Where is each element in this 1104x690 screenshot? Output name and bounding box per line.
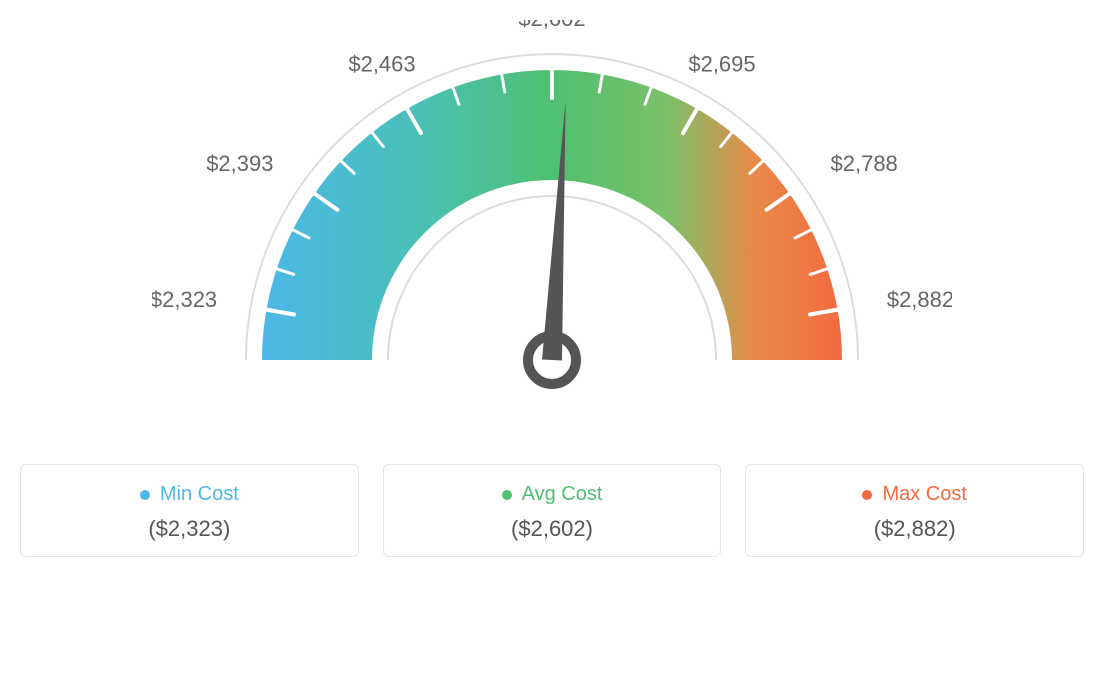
svg-text:$2,393: $2,393 xyxy=(206,151,273,176)
gauge-svg: $2,323 $2,393 $2,463 $2,602 $2,695 $2,788 $2,8… xyxy=(152,20,952,440)
svg-text:$2,695: $2,695 xyxy=(688,52,755,77)
max-cost-label-row: Max Cost xyxy=(746,483,1083,506)
svg-text:$2,602: $2,602 xyxy=(518,20,585,31)
avg-cost-label-row: Avg Cost xyxy=(384,483,721,506)
gauge-chart: $2,323 $2,393 $2,463 $2,602 $2,695 $2,788 $2,8… xyxy=(20,20,1084,440)
max-cost-value: ($2,882) xyxy=(746,516,1083,542)
min-cost-label: Min Cost xyxy=(160,483,239,506)
svg-text:$2,788: $2,788 xyxy=(831,151,898,176)
summary-cards: Min Cost ($2,323) Avg Cost ($2,602) Max … xyxy=(20,464,1084,557)
svg-text:$2,882: $2,882 xyxy=(887,287,952,312)
svg-text:$2,323: $2,323 xyxy=(152,287,217,312)
min-cost-card: Min Cost ($2,323) xyxy=(20,464,359,557)
avg-cost-value: ($2,602) xyxy=(384,516,721,542)
min-cost-label-row: Min Cost xyxy=(21,483,358,506)
avg-cost-card: Avg Cost ($2,602) xyxy=(383,464,722,557)
cost-gauge-widget: $2,323 $2,393 $2,463 $2,602 $2,695 $2,788 $2,8… xyxy=(20,20,1084,557)
svg-text:$2,463: $2,463 xyxy=(348,52,415,77)
max-dot-icon xyxy=(862,490,872,500)
avg-dot-icon xyxy=(502,490,512,500)
avg-cost-label: Avg Cost xyxy=(522,483,603,506)
max-cost-card: Max Cost ($2,882) xyxy=(745,464,1084,557)
max-cost-label: Max Cost xyxy=(882,483,966,506)
min-cost-value: ($2,323) xyxy=(21,516,358,542)
min-dot-icon xyxy=(140,490,150,500)
